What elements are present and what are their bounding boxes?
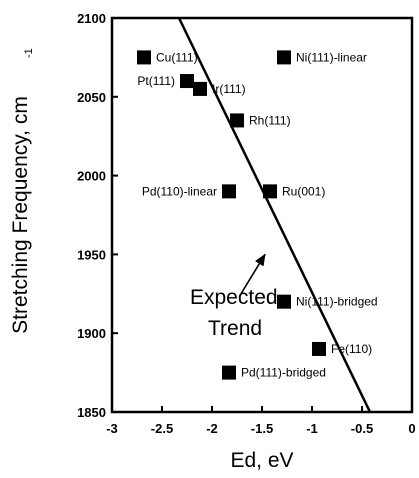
annotation-line-2: Trend	[208, 317, 262, 340]
data-point-label: Pd(111)-bridged	[241, 366, 326, 380]
data-point-label: Fe(110)	[331, 342, 372, 356]
x-tick-label: -0.5	[351, 421, 373, 436]
y-tick-label: 2100	[77, 11, 106, 26]
x-tick-label: -1	[306, 421, 318, 436]
y-axis: 1850 1900 1950 2000 2050 2100	[77, 11, 118, 420]
y-axis-title-superscript: -1	[23, 48, 35, 58]
data-point-marker	[180, 74, 194, 89]
x-tick-label: 0	[408, 421, 415, 436]
data-point-marker	[222, 365, 236, 380]
y-tick-label: 2050	[77, 90, 106, 105]
y-tick-label: 2000	[77, 169, 106, 184]
trend-line	[177, 17, 372, 413]
data-point-label: Pt(111)	[137, 74, 175, 88]
data-point-label: Rh(111)	[249, 113, 291, 127]
y-axis-title: Stretching Frequency, cm	[9, 96, 32, 334]
data-point-label: Pd(110)-linear	[142, 184, 217, 198]
x-axis-title: Ed, eV	[230, 449, 293, 472]
x-tick-label: -3	[106, 421, 118, 436]
x-tick-label: -1.5	[251, 421, 273, 436]
data-point-label: Ni(111)-bridged	[296, 295, 378, 309]
data-point-marker	[263, 184, 277, 199]
annotation-line-1: Expected	[190, 286, 278, 309]
y-tick-label: 1900	[77, 326, 106, 341]
x-tick-label: -2	[206, 421, 218, 436]
data-point-marker	[277, 294, 291, 309]
data-point-label: Ru(001)	[282, 184, 325, 198]
y-tick-label: 1850	[77, 405, 106, 420]
data-point-label: Cu(111)	[156, 50, 198, 64]
annotation-arrow	[239, 253, 266, 296]
y-tick-label: 1950	[77, 247, 106, 262]
data-point-marker	[312, 341, 326, 356]
x-axis: -3 -2.5 -2 -1.5 -1 -0.5 0	[106, 406, 416, 436]
data-point-marker	[277, 50, 291, 65]
data-point-marker	[137, 50, 151, 65]
data-point-label: Ni(111)-linear	[296, 50, 367, 64]
data-point-marker	[222, 184, 236, 199]
data-point-marker	[193, 81, 207, 96]
data-point-label: Ir(111)	[212, 82, 246, 96]
data-points: Cu(111) Pt(111) Ir(111) Ni(111)-linear Rh(11…	[137, 50, 378, 380]
data-point-marker	[230, 113, 244, 128]
x-tick-label: -2.5	[151, 421, 173, 436]
